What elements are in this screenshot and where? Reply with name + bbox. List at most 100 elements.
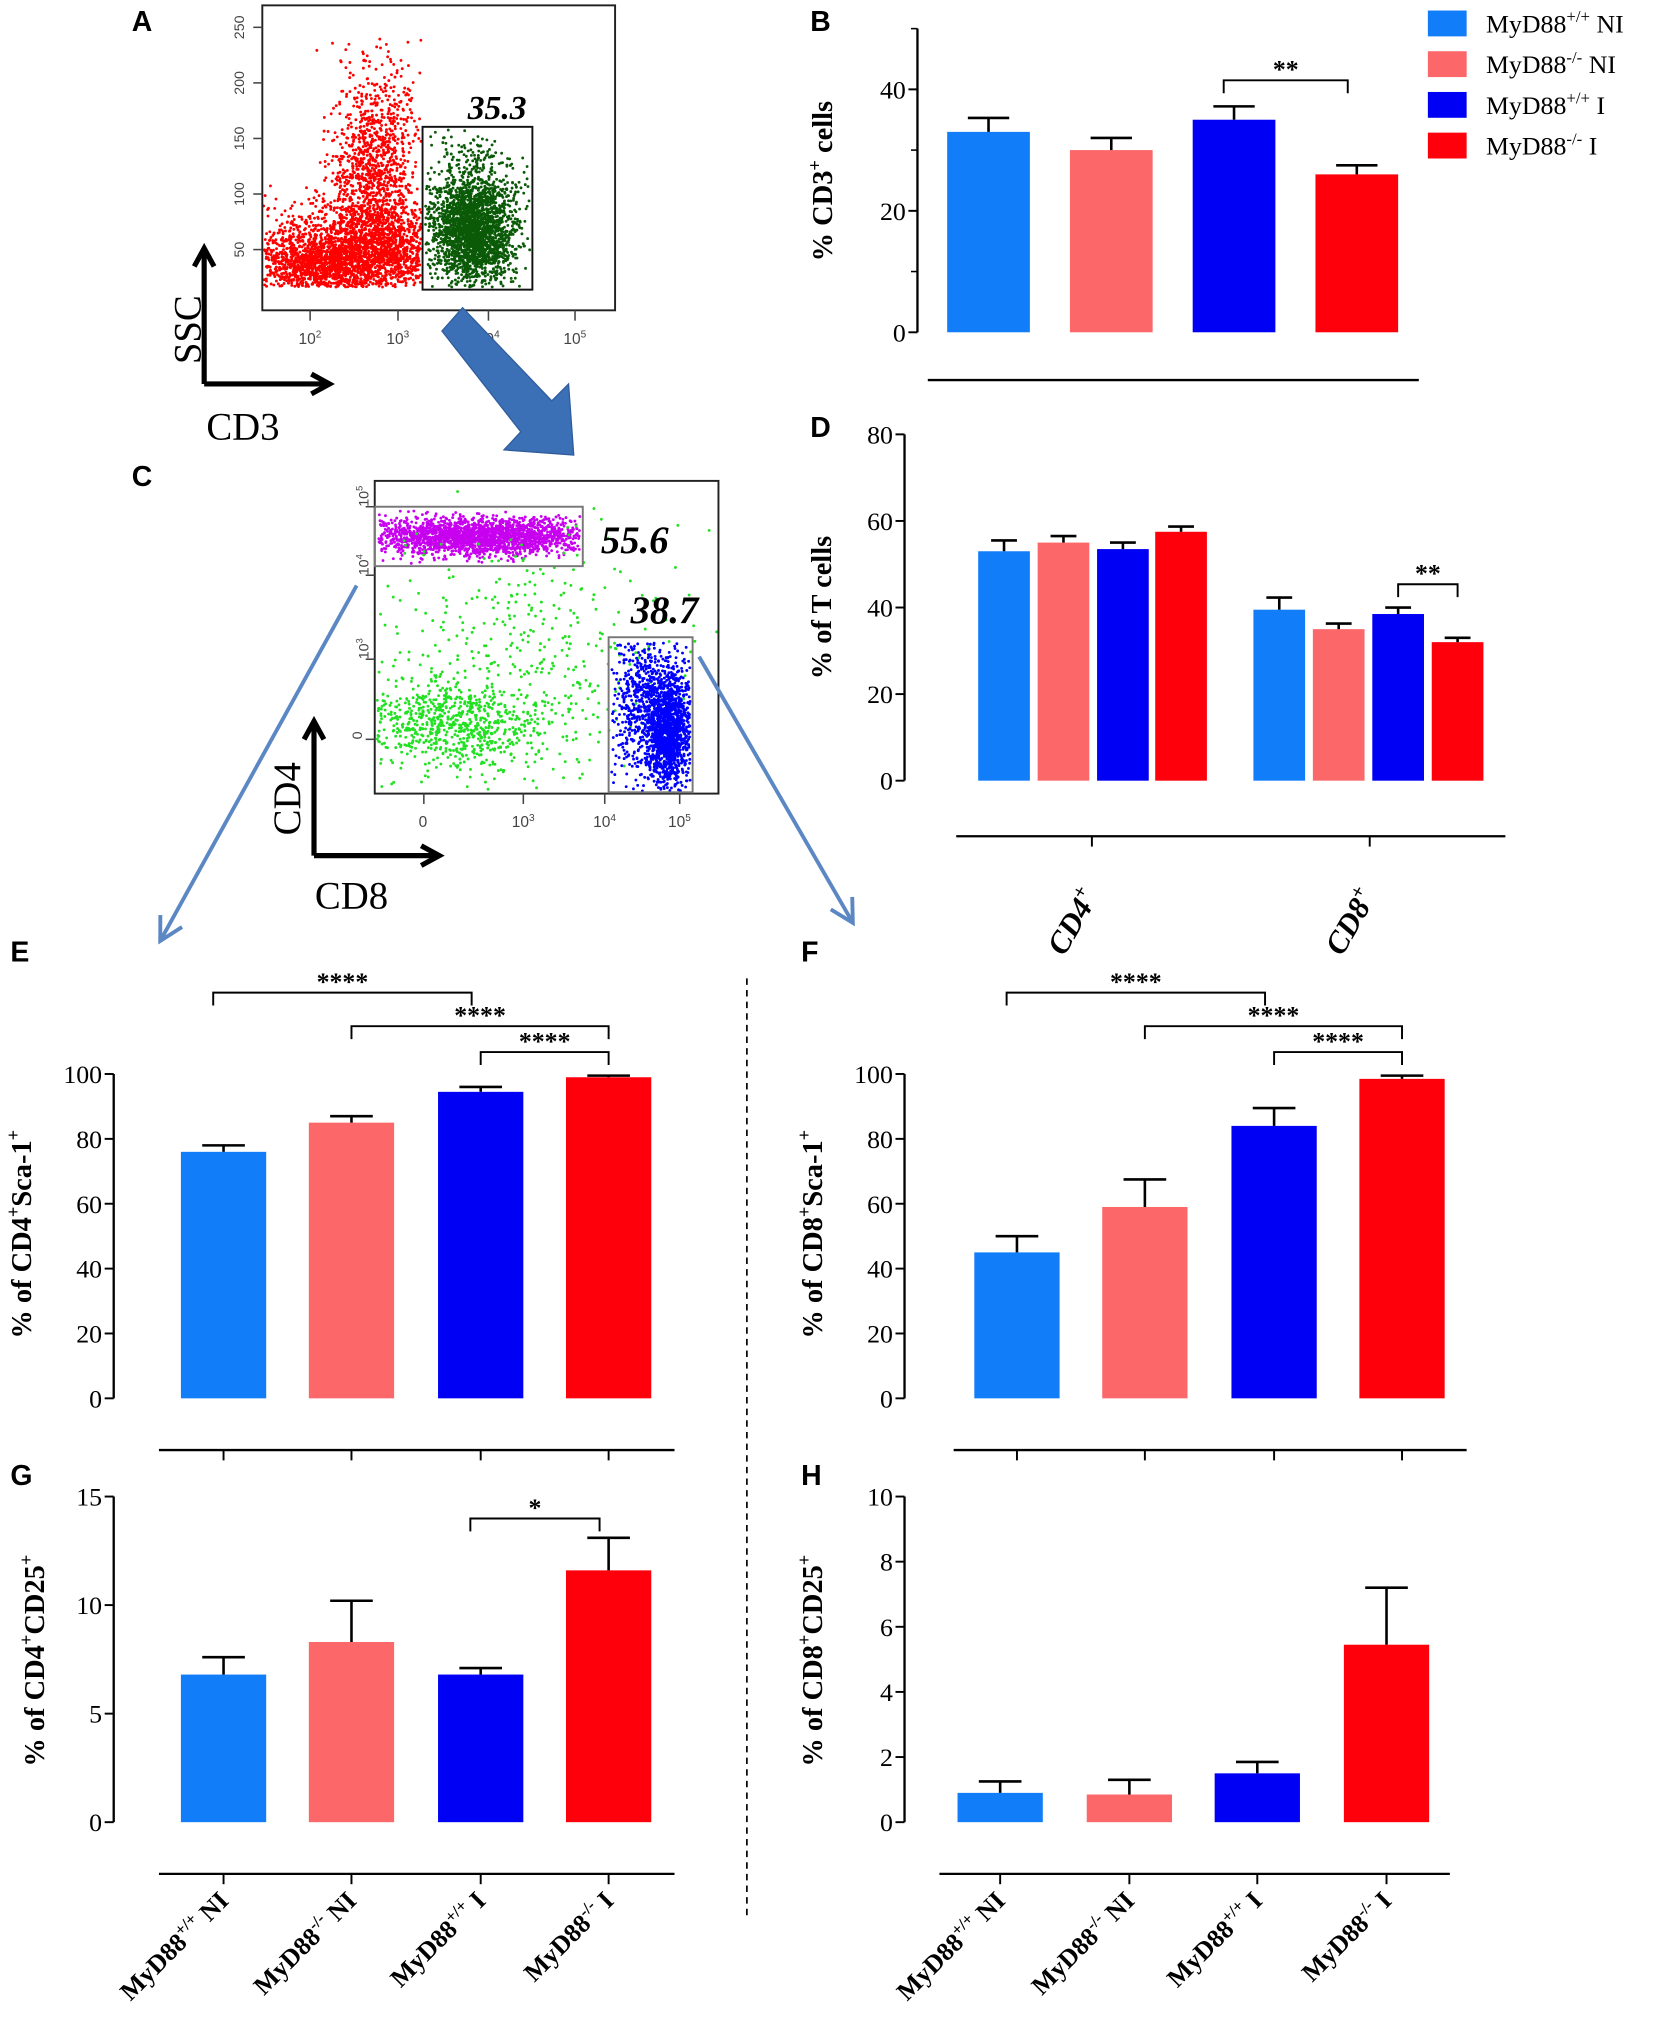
event-dot	[378, 280, 382, 284]
event-dot	[365, 210, 369, 214]
event-dot	[366, 109, 370, 113]
event-dot	[387, 79, 391, 82]
event-dot	[326, 237, 330, 241]
event-dot	[376, 94, 380, 98]
event-dot	[396, 108, 400, 111]
event-dot	[397, 230, 401, 234]
event-dot	[345, 95, 348, 98]
event-dot	[263, 238, 267, 241]
event-dot	[373, 175, 376, 179]
event-dot	[389, 57, 392, 61]
event-dot	[368, 60, 372, 63]
event-dot	[345, 187, 349, 191]
event-dot	[391, 168, 394, 172]
event-dot	[265, 249, 269, 253]
event-dot	[370, 272, 374, 276]
event-dot	[369, 224, 373, 228]
event-dot	[323, 178, 327, 182]
event-dot	[377, 96, 381, 100]
event-dot	[351, 278, 355, 282]
event-dot	[383, 235, 387, 239]
event-dot	[354, 222, 358, 226]
event-dot	[377, 174, 381, 178]
event-dot	[401, 236, 405, 239]
event-dot	[367, 186, 371, 190]
event-dot	[367, 229, 371, 233]
event-dot	[391, 284, 395, 288]
panel-label: A	[132, 6, 153, 38]
event-dot	[404, 265, 408, 268]
flow-plot-a: A35.310210310410550100150200250SSCCD3	[132, 4, 617, 449]
event-dot	[473, 280, 477, 284]
event-dot	[368, 209, 372, 213]
event-dot	[365, 97, 368, 100]
event-dot	[368, 172, 372, 176]
event-dot	[522, 191, 526, 195]
event-dot	[410, 96, 414, 100]
event-dot	[351, 148, 355, 152]
event-dot	[358, 140, 362, 144]
event-dot	[482, 279, 485, 282]
event-dot	[397, 189, 401, 193]
event-dot	[399, 58, 403, 62]
event-dot	[356, 259, 360, 263]
event-dot	[392, 210, 396, 214]
event-dot	[304, 227, 307, 230]
event-dot	[321, 197, 325, 201]
event-dot	[396, 263, 400, 267]
event-dot	[376, 210, 380, 214]
event-dot	[344, 227, 347, 231]
event-dot	[346, 223, 350, 227]
event-dot	[373, 101, 377, 104]
event-dot	[404, 284, 408, 287]
event-dot	[352, 274, 356, 277]
event-dot	[415, 259, 419, 263]
event-dot	[344, 274, 347, 278]
event-dot	[322, 271, 326, 275]
event-dot	[379, 138, 383, 142]
event-dot	[398, 275, 402, 279]
event-dot	[450, 247, 454, 250]
event-dot	[336, 221, 340, 225]
event-dot	[340, 89, 344, 93]
event-dot	[400, 184, 404, 188]
event-dot	[402, 232, 406, 236]
event-dot	[383, 86, 387, 90]
event-dot	[334, 104, 338, 108]
event-dot	[328, 204, 332, 208]
event-dot	[363, 278, 366, 282]
event-dot	[372, 240, 375, 244]
event-dot	[384, 130, 388, 134]
event-dot	[384, 123, 388, 127]
event-dot	[399, 269, 403, 273]
event-dot	[345, 175, 349, 179]
event-dot	[328, 284, 332, 288]
event-dot	[428, 222, 431, 226]
event-dot	[339, 276, 343, 280]
event-dot	[369, 141, 373, 144]
event-dot	[291, 232, 295, 236]
event-dot	[355, 157, 359, 161]
event-dot	[324, 205, 328, 209]
event-dot	[324, 219, 328, 223]
event-dot	[403, 86, 407, 90]
event-dot	[387, 217, 390, 220]
event-dot	[334, 272, 338, 276]
event-dot	[294, 238, 298, 242]
event-dot	[299, 255, 302, 258]
event-dot	[386, 160, 390, 164]
event-dot	[384, 133, 388, 137]
event-dot	[351, 140, 355, 143]
event-dot	[397, 178, 401, 182]
event-dot	[392, 198, 396, 202]
event-dot	[497, 260, 501, 264]
event-dot	[278, 284, 282, 288]
event-dot	[360, 228, 364, 232]
event-dot	[358, 161, 362, 165]
event-dot	[320, 245, 323, 249]
event-dot	[307, 277, 310, 281]
event-dot	[442, 233, 446, 237]
event-dot	[308, 217, 312, 220]
event-dot	[357, 255, 361, 259]
event-dot	[364, 216, 368, 220]
